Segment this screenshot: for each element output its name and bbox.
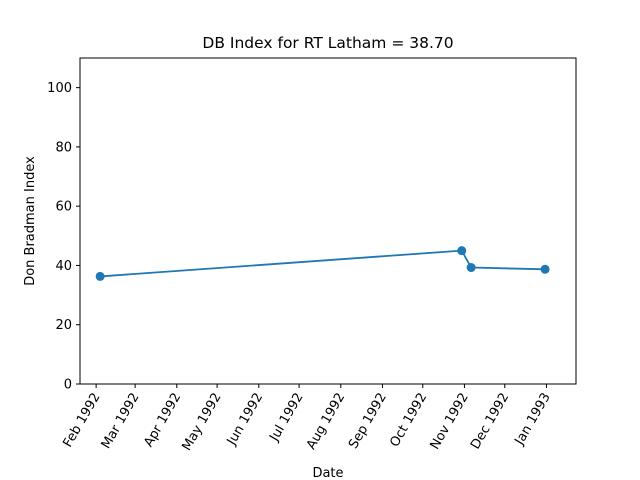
- x-tick-label: Jul 1992: [267, 391, 307, 445]
- y-tick-label: 0: [64, 378, 72, 393]
- x-tick-label: May 1992: [180, 391, 225, 454]
- y-axis-ticks: 0 20 40 60 80 100: [47, 81, 80, 393]
- data-point: [95, 271, 105, 281]
- x-tick-label: Apr 1992: [141, 391, 184, 450]
- series-line: [100, 249, 546, 278]
- x-tick-label: Dec 1992: [468, 391, 512, 453]
- data-point: [466, 263, 476, 273]
- y-axis-label: Don Bradman Index: [23, 156, 38, 286]
- x-tick-label: Feb 1992: [60, 391, 103, 451]
- y-tick-label: 100: [47, 81, 72, 96]
- data-point: [457, 246, 467, 256]
- y-tick-label: 60: [55, 200, 72, 215]
- x-tick-label: Oct 1992: [387, 391, 430, 450]
- x-tick-label: Mar 1992: [99, 391, 143, 452]
- plot-area-frame: [79, 57, 577, 385]
- chart-title: DB Index for RT Latham = 38.70: [202, 34, 453, 52]
- series-group: [95, 246, 550, 281]
- x-axis-label: Date: [312, 466, 343, 480]
- y-tick-label: 40: [55, 259, 72, 274]
- data-point: [540, 264, 550, 274]
- y-tick-label: 20: [55, 318, 72, 333]
- x-tick-label: Jan 1993: [512, 391, 554, 449]
- y-tick-label: 80: [55, 140, 72, 155]
- x-tick-label: Sep 1992: [346, 391, 390, 452]
- x-tick-label: Aug 1992: [304, 391, 348, 453]
- x-tick-label: Nov 1992: [428, 391, 472, 453]
- x-tick-label: Jun 1992: [224, 391, 266, 449]
